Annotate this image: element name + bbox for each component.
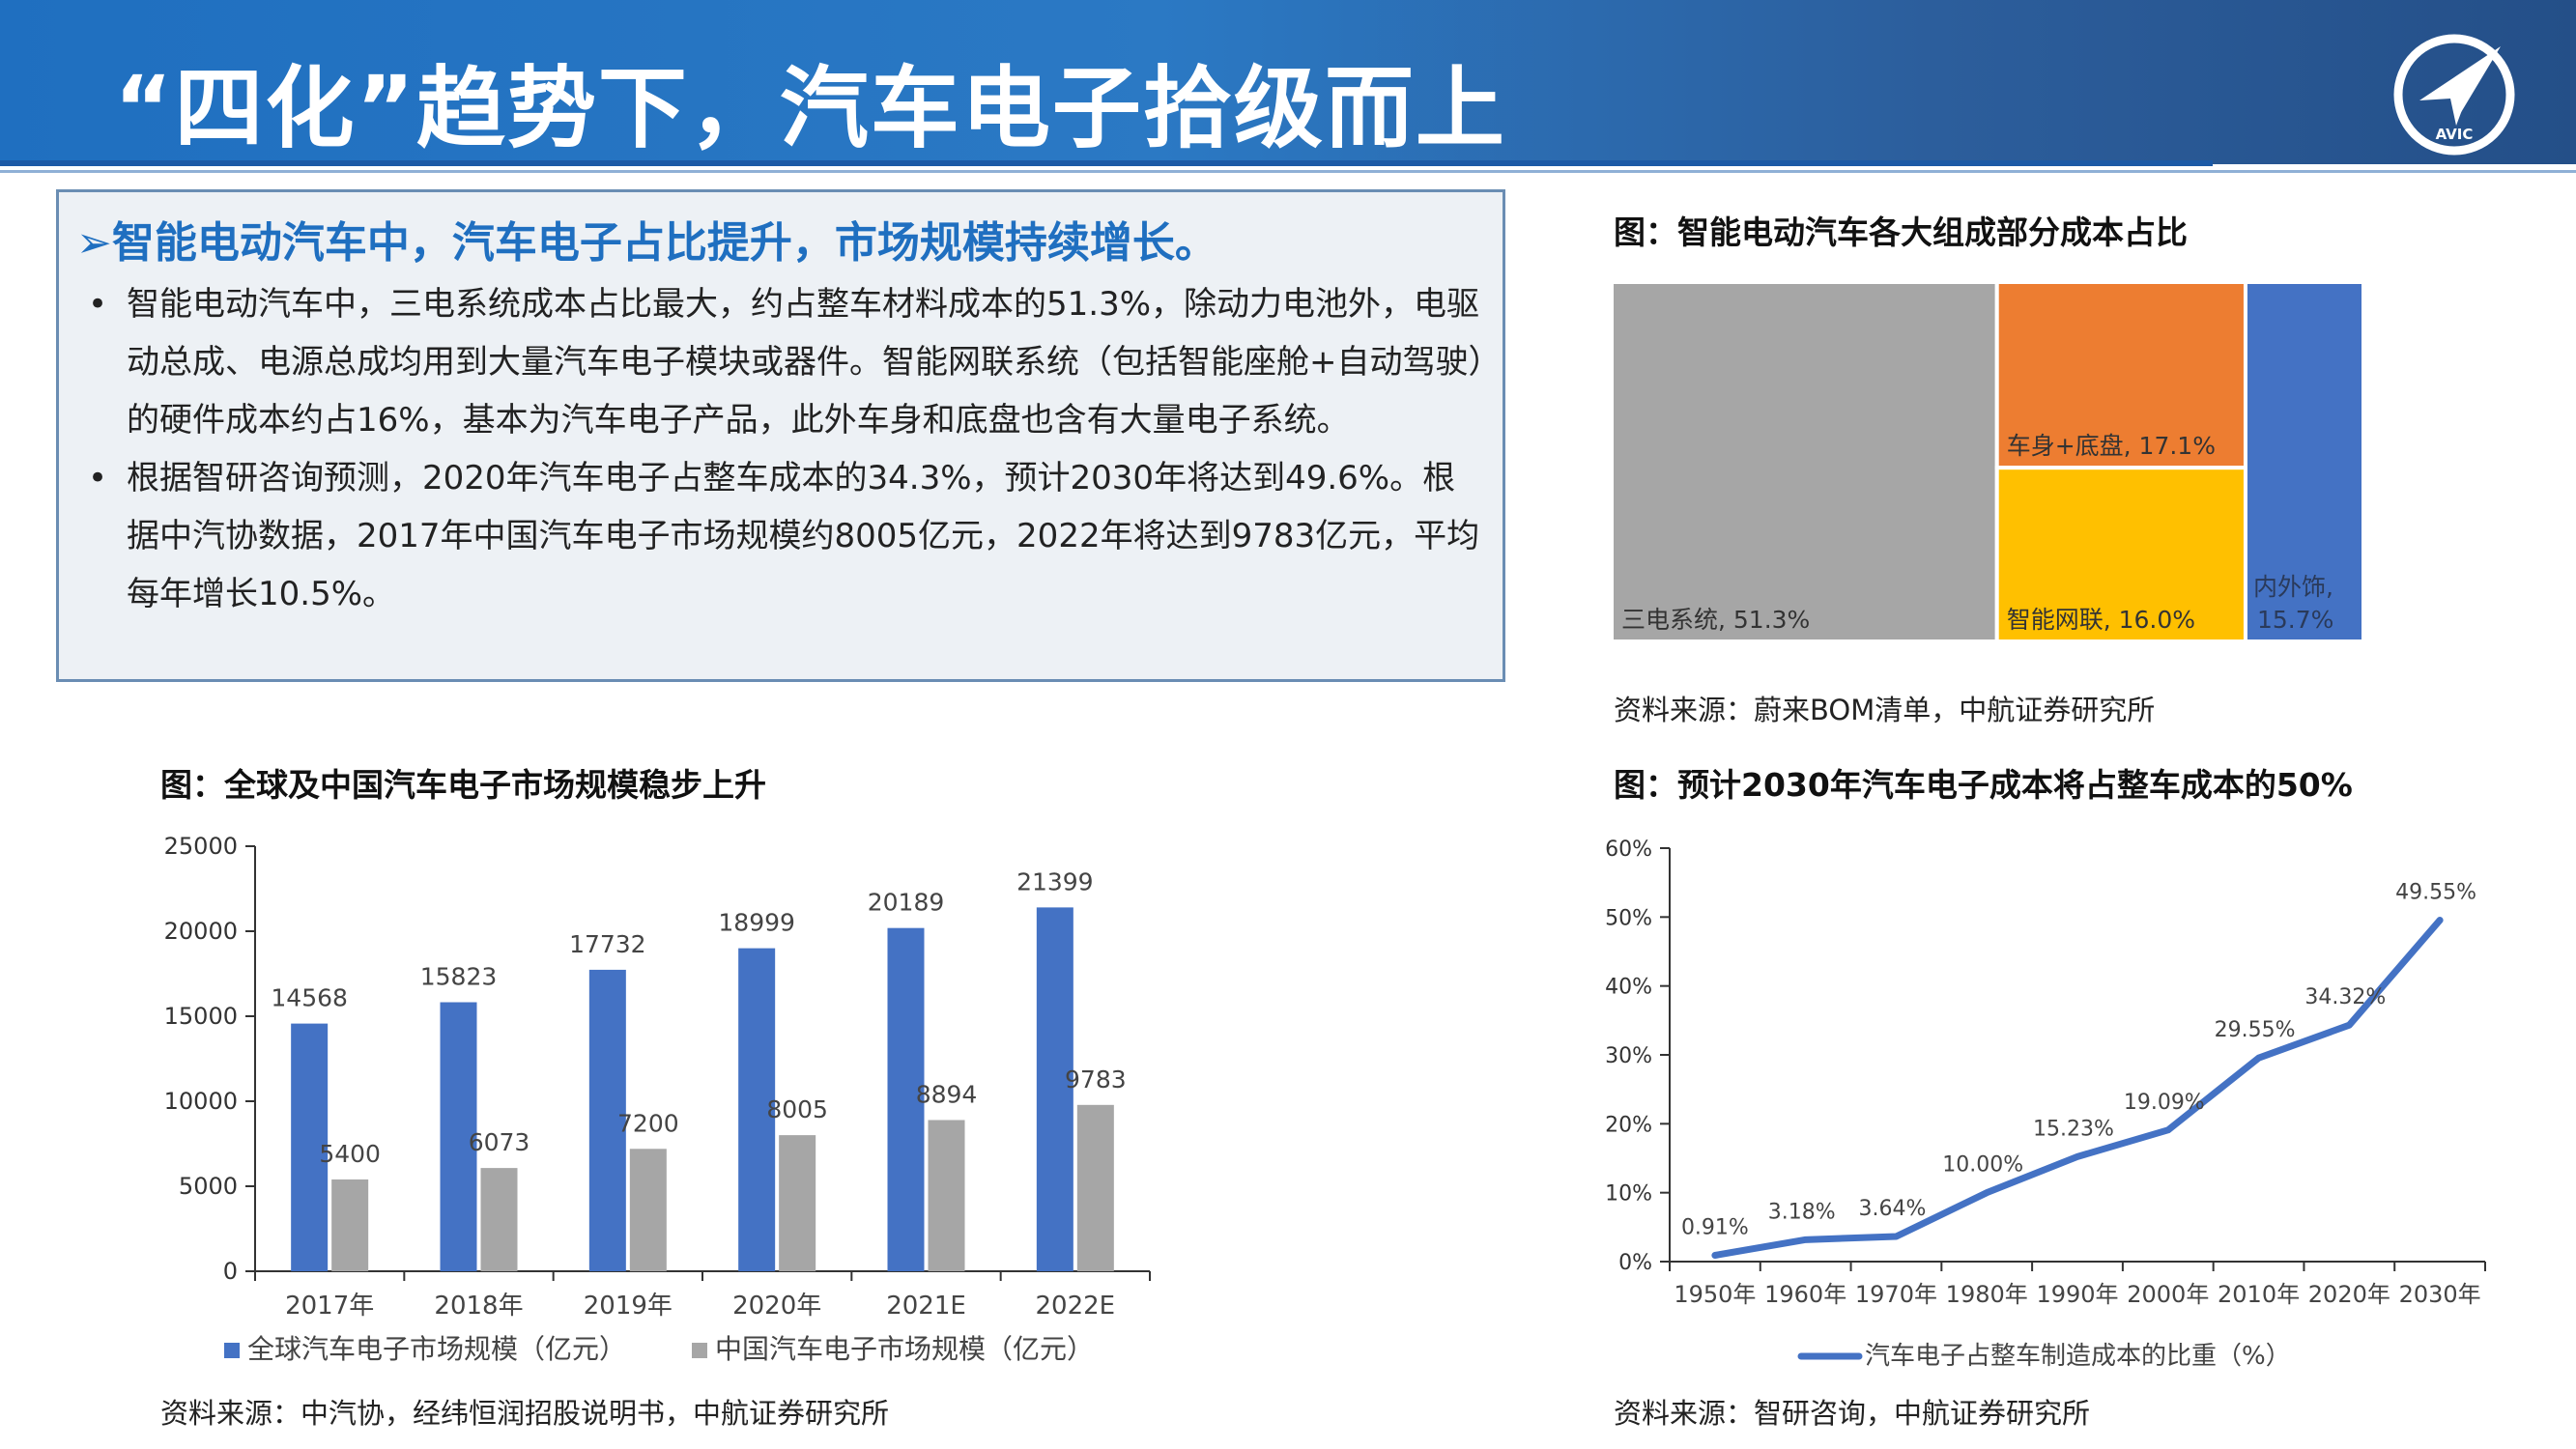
line-y-tick-label: 40% [1605,976,1652,1000]
bar [1076,1104,1114,1271]
line-data-label: 10.00% [1942,1153,2023,1178]
bullet-text: 根据智研咨询预测，2020年汽车电子占整车成本的34.3%，预计2030年将达到… [127,459,1480,613]
avic-logo: AVIC [2393,34,2515,156]
summary-heading: ➢智能电动汽车中，汽车电子占比提升，市场规模持续增长。 [76,218,1217,268]
bar-y-tick-label: 10000 [164,1088,238,1115]
bar-data-label: 17732 [569,930,646,958]
treemap-source: 资料来源：蔚来BOM清单，中航证券研究所 [1614,694,2156,726]
bar-legend-label: 全球汽车电子市场规模（亿元） [247,1333,626,1365]
line-y-tick-label: 0% [1618,1251,1652,1275]
line-x-tick-label: 2020年 [2308,1281,2390,1308]
bar-data-label: 15823 [420,963,498,991]
bar-y-tick-label: 20000 [164,918,238,945]
line-legend-label: 汽车电子占整车制造成本的比重（%） [1865,1342,2291,1368]
bar-y-tick-label: 5000 [179,1173,238,1200]
line-data-label: 3.64% [1858,1197,1926,1221]
bar-chart-title: 图：全球及中国汽车电子市场规模稳步上升 [160,766,766,804]
bar-y-tick-label: 15000 [164,1003,238,1030]
line-chart-source: 资料来源：智研咨询，中航证券研究所 [1614,1397,2091,1430]
bar [738,948,776,1271]
header-divider [0,170,2576,173]
treemap-label: 15.7% [2257,606,2333,634]
bar-legend-label: 中国汽车电子市场规模（亿元） [715,1333,1094,1365]
line-chart: 0% 10% 20% 30% 40% 50% 60% 1950年 1960年 1970年 1980年… [1605,838,2486,1368]
treemap-cell [2243,280,2365,643]
line-x-tick-label: 2010年 [2218,1281,2300,1308]
bar-data-label: 8005 [766,1095,828,1123]
bar-data-label: 20189 [868,889,945,917]
bar [887,927,925,1271]
line-x-tick-label: 1980年 [1946,1281,2028,1308]
bar-data-label: 14568 [271,984,348,1012]
bullet-marker: • [88,459,108,497]
bar-legend-swatch [224,1343,240,1358]
line-x-tick-label: 1950年 [1674,1281,1756,1308]
treemap-cell [1610,280,1999,643]
treemap-label: 内外饰, [2253,573,2333,601]
bar [1036,907,1073,1271]
bar-y-tick-label: 25000 [164,833,238,860]
treemap-label: 车身+底盘, 17.1% [2007,432,2216,460]
header-underline [0,160,2213,166]
bullet-list: • 智能电动汽车中，三电系统成本占比最大，约占整车材料成本的51.3%，除动力电… [74,275,1485,623]
line-data-label: 0.91% [1681,1216,1749,1240]
bar-y-tick-label: 0 [223,1258,238,1285]
bar [928,1120,965,1271]
bar-data-label: 7200 [617,1109,679,1137]
bar-x-tick-label: 2021E [886,1292,966,1321]
bullet-marker: • [88,285,108,324]
bar-data-label: 18999 [718,909,795,937]
line-x-tick-label: 1990年 [2036,1281,2118,1308]
bar-x-tick-label: 2017年 [285,1292,374,1321]
summary-box: ➢智能电动汽车中，汽车电子占比提升，市场规模持续增长。 • 智能电动汽车中，三电… [56,189,1505,682]
line-x-tick-label: 1970年 [1855,1281,1937,1308]
line-data-label: 49.55% [2395,881,2476,905]
line-data-label: 29.55% [2215,1018,2296,1042]
line-data-label: 15.23% [2033,1117,2114,1141]
bar-data-label: 8894 [916,1080,978,1108]
bar [588,969,626,1271]
bar [440,1002,477,1271]
treemap-chart: 三电系统, 51.3% 车身+底盘, 17.1% 智能网联, 16.0% 内外饰, 15… [1610,280,2365,643]
line-x-tick-label: 2000年 [2127,1281,2209,1308]
bar [331,1179,369,1271]
line-y-tick-label: 10% [1605,1182,1652,1207]
line-x-tick-label: 2030年 [2399,1281,2481,1308]
logo-text: AVIC [2436,126,2474,143]
bar-data-label: 21399 [1016,867,1094,895]
bar-data-label: 9783 [1065,1065,1127,1094]
bullet-item: • 根据智研咨询预测，2020年汽车电子占整车成本的34.3%，预计2030年将… [74,449,1485,623]
line-data-label: 3.18% [1768,1200,1836,1224]
line-y-tick-label: 30% [1605,1044,1652,1068]
line-data-label: 19.09% [2124,1091,2205,1115]
bar-data-label: 5400 [319,1140,381,1168]
bar-chart: 0 5000 10000 15000 20000 25000 2017年 14568 5400 2… [164,833,1151,1365]
bullet-item: • 智能电动汽车中，三电系统成本占比最大，约占整车材料成本的51.3%，除动力电… [74,275,1485,449]
header-bar [0,0,2576,164]
bar [480,1168,518,1271]
line-x-tick-label: 1960年 [1764,1281,1846,1308]
bar-x-tick-label: 2018年 [434,1292,523,1321]
treemap-title: 图：智能电动汽车各大组成部分成本占比 [1614,213,2188,251]
treemap-label: 智能网联, 16.0% [2007,606,2195,634]
line-chart-title: 图：预计2030年汽车电子成本将占整车成本的50% [1614,766,2353,804]
bar-x-tick-label: 2022E [1036,1292,1116,1321]
bar-legend-swatch [692,1343,707,1358]
line-y-tick-label: 50% [1605,906,1652,930]
line-data-label: 34.32% [2304,985,2386,1009]
line-y-tick-label: 60% [1605,838,1652,862]
page-title: “四化”趋势下，汽车电子拾级而上 [114,57,1506,160]
bar-x-tick-label: 2020年 [732,1292,821,1321]
treemap-cell [1994,280,2247,470]
treemap-label: 三电系统, 51.3% [1621,606,1810,634]
bar-x-tick-label: 2019年 [584,1292,673,1321]
bar [629,1149,667,1271]
line-series [1711,917,2444,1260]
bar [779,1135,816,1271]
bar [291,1023,329,1271]
bar-chart-source: 资料来源：中汽协，经纬恒润招股说明书，中航证券研究所 [160,1397,890,1430]
line-y-tick-label: 20% [1605,1113,1652,1137]
bullet-text: 智能电动汽车中，三电系统成本占比最大，约占整车材料成本的51.3%，除动力电池外… [127,285,1485,440]
bar-data-label: 6073 [469,1128,530,1156]
